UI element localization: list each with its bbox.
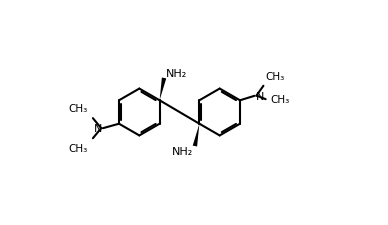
Text: CH₃: CH₃ [271, 95, 290, 105]
Text: N: N [256, 91, 264, 101]
Polygon shape [159, 78, 166, 101]
Polygon shape [193, 124, 199, 147]
Text: CH₃: CH₃ [266, 71, 285, 81]
Text: NH₂: NH₂ [166, 68, 187, 78]
Text: CH₃: CH₃ [68, 144, 87, 153]
Text: NH₂: NH₂ [172, 147, 193, 157]
Text: N: N [94, 124, 102, 134]
Text: CH₃: CH₃ [68, 104, 87, 114]
